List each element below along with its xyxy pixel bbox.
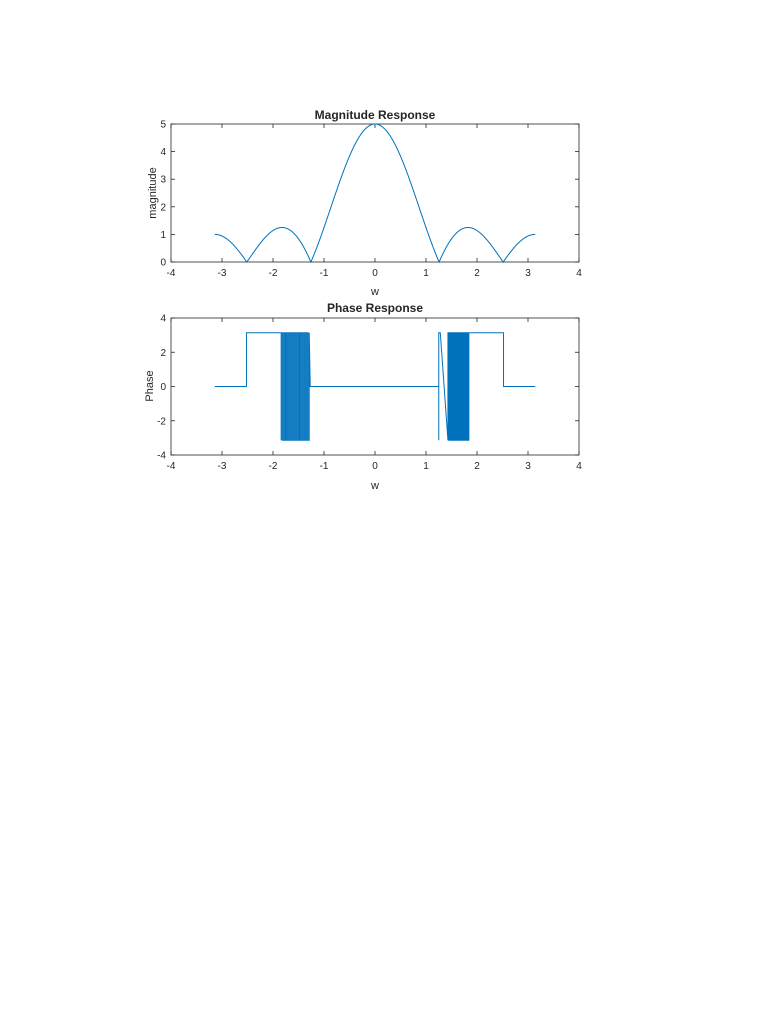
- phase-x-tick-label: 3: [525, 461, 531, 472]
- phase-x-tick-label: -3: [218, 461, 227, 472]
- phase-x-tick-label: 4: [576, 461, 582, 472]
- magnitude-y-tick-label: 4: [160, 147, 166, 158]
- magnitude-x-tick-label: 1: [423, 268, 429, 279]
- phase-x-tick-label: 2: [474, 461, 480, 472]
- phase-ticks: -4 -3 -2 -1 0 1 2 3 4 -4 -2 0 2 4: [157, 314, 582, 473]
- magnitude-chart-title: Magnitude Response: [315, 108, 436, 122]
- phase-x-tick-label: -2: [269, 461, 278, 472]
- magnitude-ticks: -4 -3 -2 -1 0 1 2 3 4 0 1 2 3 4 5: [160, 120, 582, 280]
- magnitude-x-tick-label: 3: [525, 268, 531, 279]
- magnitude-x-tick-label: -4: [167, 268, 176, 279]
- magnitude-x-tick-label: -3: [218, 268, 227, 279]
- phase-y-axis-label: Phase: [144, 370, 156, 401]
- phase-y-tick-label: 2: [160, 348, 166, 359]
- phase-chart: Phase Response -4 -3 -2 -1 0 1 2 3 4 -4 -2 0 2 4 w Ph…: [144, 301, 582, 492]
- magnitude-x-axis-label: w: [370, 286, 379, 298]
- phase-x-tick-label: -4: [167, 461, 176, 472]
- magnitude-plot-area: [170, 123, 580, 263]
- magnitude-x-tick-label: -1: [320, 268, 329, 279]
- magnitude-y-tick-label: 2: [160, 202, 166, 213]
- magnitude-x-tick-label: 0: [372, 268, 378, 279]
- phase-series-line: [214, 332, 536, 441]
- phase-x-axis-label: w: [370, 480, 379, 492]
- magnitude-series-line: [214, 123, 536, 264]
- magnitude-x-tick-label: 2: [474, 268, 480, 279]
- phase-y-tick-label: -2: [157, 416, 166, 427]
- phase-y-tick-label: 0: [160, 382, 166, 393]
- magnitude-chart: Magnitude Response -4 -3 -2 -1 0 1 2 3 4 0 1 2 3 4 5 w…: [147, 108, 582, 298]
- magnitude-y-tick-label: 0: [160, 258, 166, 269]
- phase-y-tick-label: -4: [157, 451, 166, 462]
- phase-x-tick-label: -1: [320, 461, 329, 472]
- magnitude-y-tick-label: 5: [160, 120, 166, 131]
- magnitude-x-tick-label: 4: [576, 268, 582, 279]
- magnitude-y-axis-label: magnitude: [147, 167, 159, 218]
- phase-chart-title: Phase Response: [327, 301, 423, 315]
- magnitude-x-tick-label: -2: [269, 268, 278, 279]
- magnitude-y-tick-label: 3: [160, 175, 166, 186]
- phase-x-tick-label: 0: [372, 461, 378, 472]
- phase-x-tick-label: 1: [423, 461, 429, 472]
- phase-y-tick-label: 4: [160, 314, 166, 325]
- magnitude-y-tick-label: 1: [160, 230, 166, 241]
